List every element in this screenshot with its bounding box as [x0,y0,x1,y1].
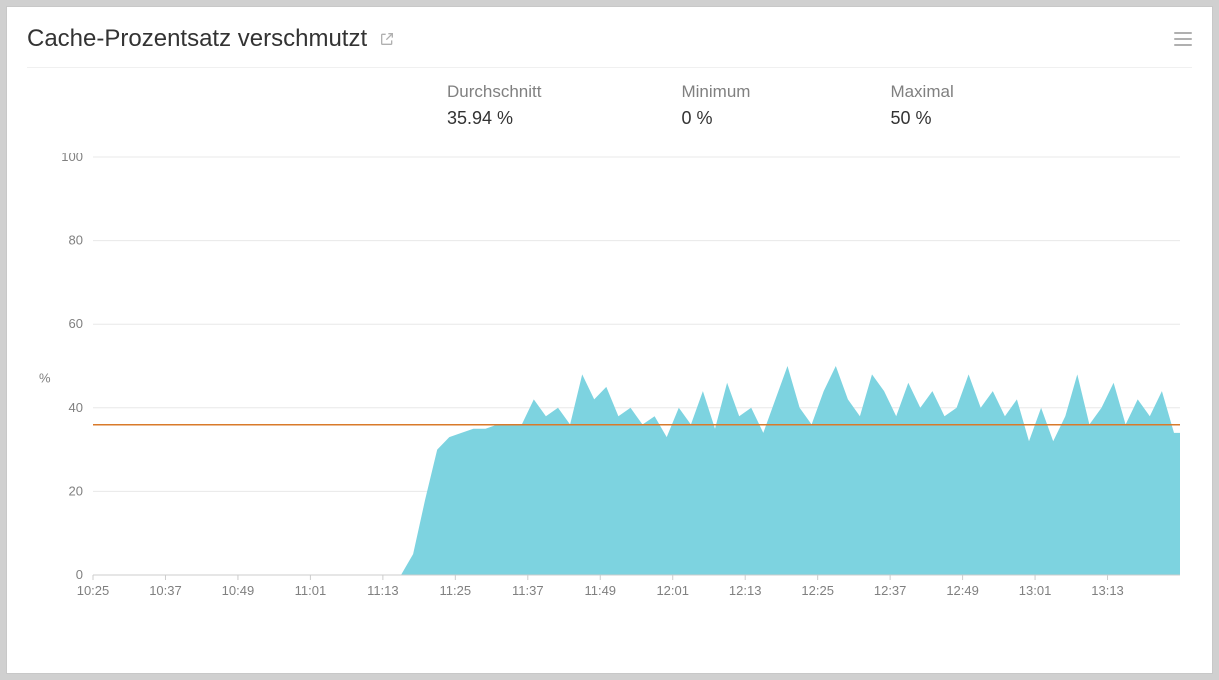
external-link-icon[interactable] [379,31,395,47]
stat-label: Durchschnitt [447,82,541,102]
svg-text:13:13: 13:13 [1091,583,1124,598]
svg-text:11:37: 11:37 [512,583,544,598]
stat-value: 35.94 % [447,108,541,129]
svg-text:0: 0 [76,567,83,582]
svg-text:12:01: 12:01 [656,583,689,598]
hamburger-menu-icon[interactable] [1174,32,1192,46]
svg-text:11:01: 11:01 [295,583,327,598]
stat-value: 0 % [681,108,750,129]
svg-text:20: 20 [69,483,83,498]
svg-text:11:13: 11:13 [367,583,399,598]
svg-text:10:37: 10:37 [149,583,182,598]
stat-maximum: Maximal 50 % [890,82,953,129]
stat-average: Durchschnitt 35.94 % [447,82,541,129]
svg-text:60: 60 [69,316,83,331]
chart-panel: Cache-Prozentsatz verschmutzt Durchschni… [6,6,1213,674]
svg-text:10:25: 10:25 [77,583,110,598]
svg-text:12:25: 12:25 [801,583,834,598]
svg-text:11:25: 11:25 [440,583,472,598]
svg-text:40: 40 [69,400,83,415]
svg-text:12:37: 12:37 [874,583,907,598]
svg-text:100: 100 [61,153,83,164]
svg-text:11:49: 11:49 [584,583,616,598]
svg-text:13:01: 13:01 [1019,583,1052,598]
title-wrap: Cache-Prozentsatz verschmutzt [27,25,395,53]
stat-value: 50 % [890,108,953,129]
area-chart-svg: 0 20 40 60 80 100 10:25 10:37 10:49 11:01 11:13 11:… [27,153,1194,603]
panel-title: Cache-Prozentsatz verschmutzt [27,25,367,53]
stat-label: Maximal [890,82,953,102]
svg-text:12:13: 12:13 [729,583,762,598]
svg-text:10:49: 10:49 [222,583,255,598]
chart-area: % 0 20 40 60 80 100 10:25 10:37 10:49 11:01 11:13 1… [27,153,1192,603]
stat-minimum: Minimum 0 % [681,82,750,129]
svg-text:80: 80 [69,233,83,248]
y-axis-title: % [39,371,51,386]
stat-label: Minimum [681,82,750,102]
svg-text:12:49: 12:49 [946,583,979,598]
stats-row: Durchschnitt 35.94 % Minimum 0 % Maximal… [27,82,1192,129]
panel-header: Cache-Prozentsatz verschmutzt [27,25,1192,68]
